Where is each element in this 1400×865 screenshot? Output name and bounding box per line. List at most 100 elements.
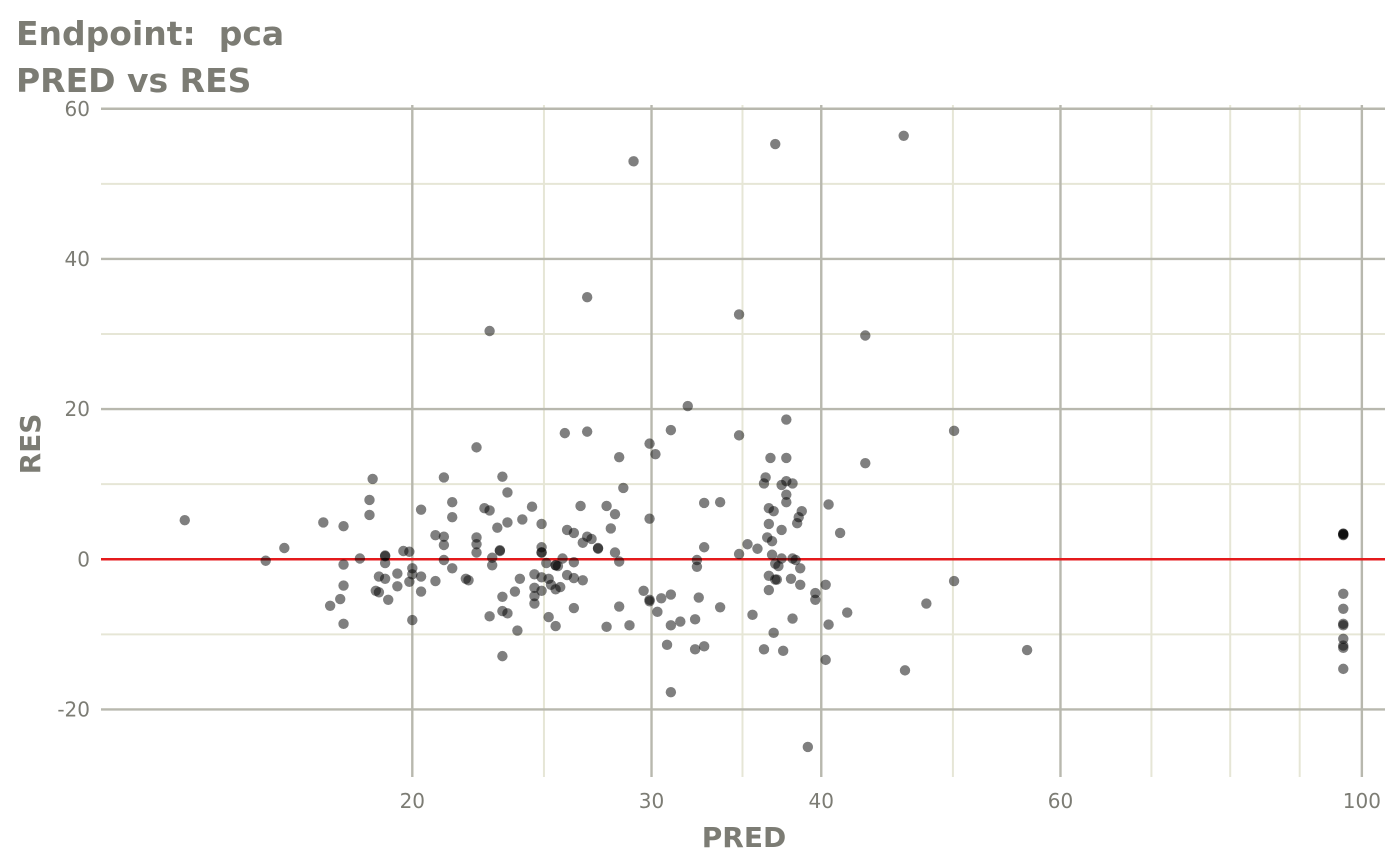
data-point xyxy=(733,309,745,320)
data-point xyxy=(338,618,349,630)
data-point xyxy=(568,572,580,584)
data-point xyxy=(781,414,792,425)
data-point xyxy=(581,426,593,437)
data-point xyxy=(438,539,450,551)
data-point xyxy=(364,509,375,521)
data-point xyxy=(665,686,677,698)
data-point xyxy=(1338,663,1349,675)
data-point xyxy=(415,504,427,515)
data-point xyxy=(644,596,655,607)
data-point xyxy=(618,482,629,494)
data-point xyxy=(898,130,909,141)
data-point xyxy=(463,575,474,586)
data-point xyxy=(338,580,349,591)
data-point xyxy=(557,553,568,564)
data-point xyxy=(497,650,508,662)
data-point xyxy=(693,592,704,603)
data-point xyxy=(689,644,701,655)
grid-layer xyxy=(101,105,1385,777)
data-point xyxy=(644,513,655,524)
data-point xyxy=(486,552,498,563)
data-point xyxy=(823,619,834,630)
data-point xyxy=(1021,644,1033,656)
data-point xyxy=(860,330,871,341)
data-point xyxy=(656,593,667,604)
data-point xyxy=(628,156,639,167)
data-point xyxy=(379,557,391,569)
data-point xyxy=(438,472,450,483)
data-point xyxy=(536,518,547,530)
data-point xyxy=(771,574,783,585)
y-axis-title: RES xyxy=(14,414,47,475)
y-tick-label: 0 xyxy=(77,547,90,571)
data-point xyxy=(279,542,290,554)
data-point xyxy=(404,546,415,557)
data-point xyxy=(494,545,506,557)
data-point xyxy=(613,451,625,463)
data-point xyxy=(624,620,635,631)
data-point xyxy=(512,625,523,636)
data-point xyxy=(733,430,745,441)
data-point xyxy=(823,499,834,510)
data-point xyxy=(447,512,458,523)
data-point xyxy=(766,549,778,560)
data-point xyxy=(650,448,661,460)
y-tick-label: 20 xyxy=(65,397,90,421)
data-point xyxy=(665,620,677,631)
data-point xyxy=(763,584,775,596)
data-point xyxy=(367,473,378,485)
data-point xyxy=(536,547,547,558)
data-point xyxy=(497,591,508,602)
y-tick-label: 60 xyxy=(65,97,90,121)
data-point xyxy=(802,741,814,753)
data-point xyxy=(820,579,831,590)
data-point xyxy=(1338,603,1349,615)
data-point xyxy=(776,553,787,564)
data-point xyxy=(552,560,564,572)
data-point xyxy=(766,536,778,547)
data-point xyxy=(354,553,366,564)
data-point xyxy=(948,425,960,437)
data-point xyxy=(415,586,427,597)
data-point xyxy=(471,547,482,558)
data-point xyxy=(609,509,621,520)
data-point xyxy=(592,543,604,554)
data-point xyxy=(698,542,710,553)
data-point xyxy=(415,571,427,582)
data-point xyxy=(665,589,677,600)
data-point xyxy=(568,527,580,539)
data-point xyxy=(644,438,655,449)
data-point xyxy=(776,524,787,536)
data-point xyxy=(770,138,781,150)
data-point xyxy=(324,600,336,612)
data-point xyxy=(568,557,580,568)
data-point xyxy=(486,560,498,571)
data-point xyxy=(430,530,441,541)
data-point xyxy=(661,639,673,651)
data-point xyxy=(318,517,329,528)
data-point xyxy=(492,522,503,533)
data-point xyxy=(777,645,789,657)
data-point xyxy=(536,585,547,596)
y-tick-label: -20 xyxy=(57,697,90,721)
data-point xyxy=(795,563,806,574)
data-point xyxy=(1338,528,1349,539)
data-point xyxy=(260,555,271,566)
data-point xyxy=(1338,620,1349,631)
data-point xyxy=(497,471,508,482)
data-point xyxy=(550,620,561,632)
data-point xyxy=(795,579,806,590)
data-point xyxy=(484,611,495,622)
data-point xyxy=(484,325,495,337)
data-point xyxy=(899,665,911,676)
data-point xyxy=(781,496,792,508)
data-point xyxy=(613,601,625,612)
data-point xyxy=(338,559,349,570)
data-point xyxy=(514,573,526,584)
x-axis-title: PRED xyxy=(702,821,786,854)
y-tick-label: 40 xyxy=(65,247,90,271)
data-point xyxy=(810,594,821,606)
data-point xyxy=(484,505,495,516)
data-point xyxy=(430,575,441,587)
